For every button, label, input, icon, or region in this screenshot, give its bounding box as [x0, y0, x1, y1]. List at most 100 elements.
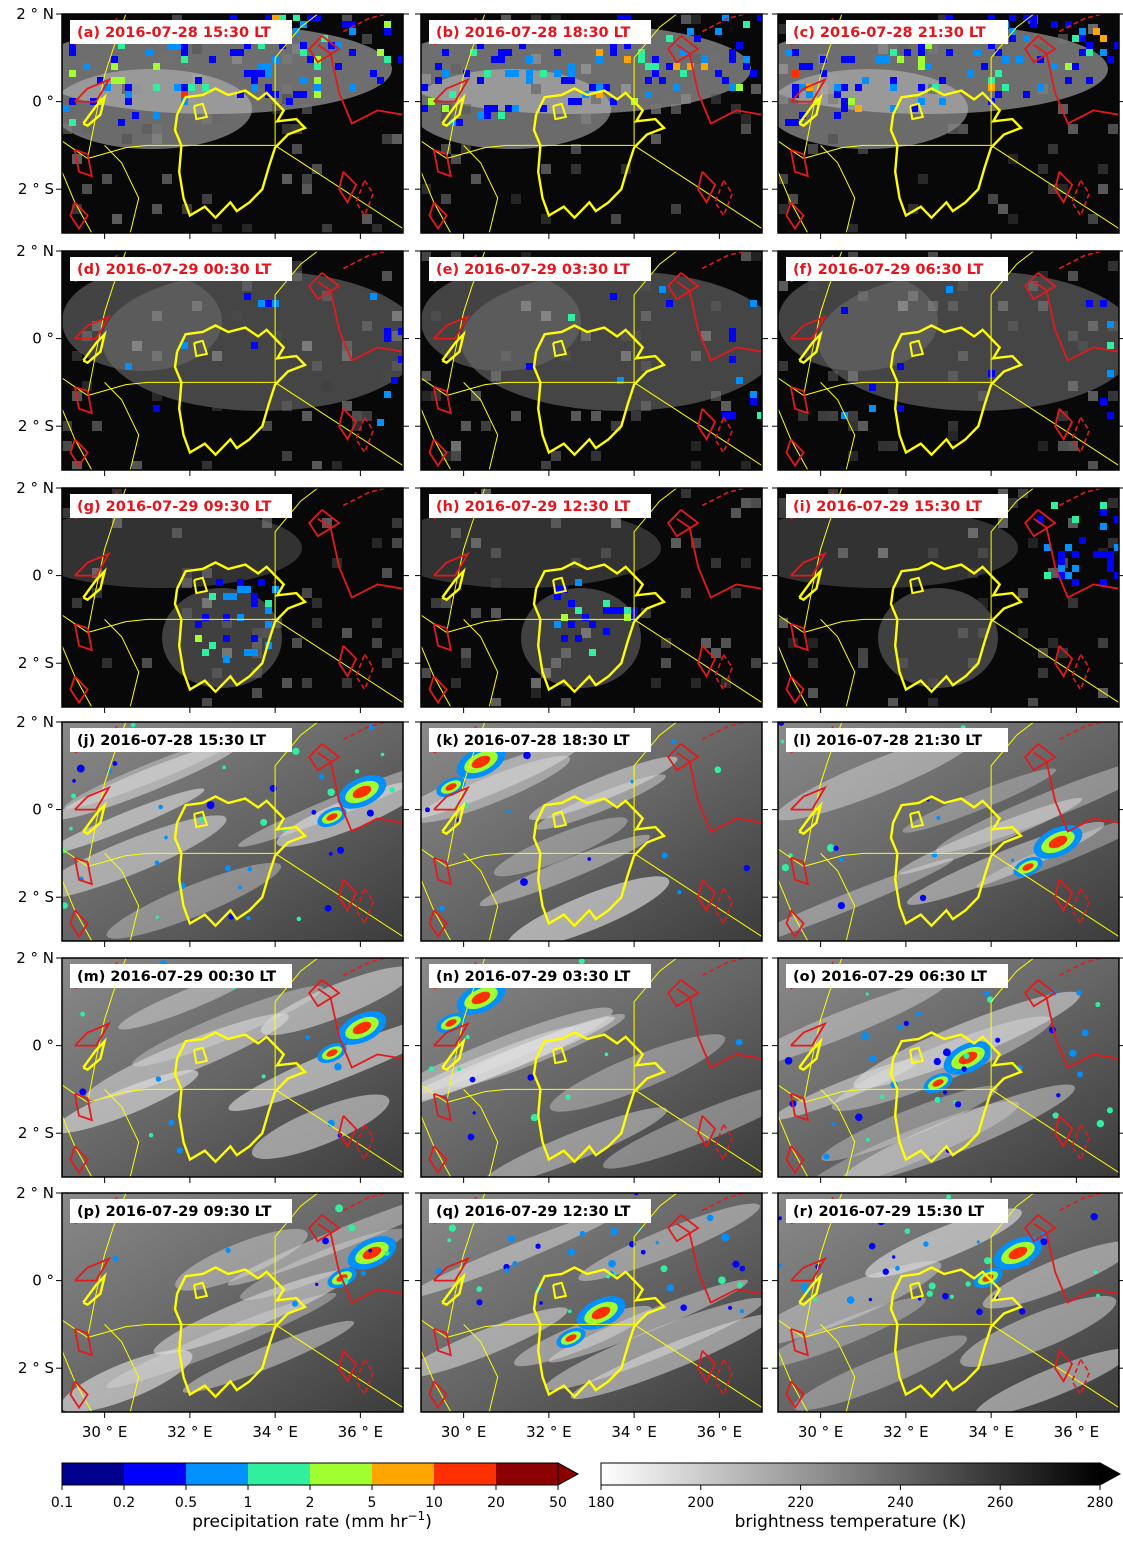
country-border — [421, 879, 452, 941]
country-border — [803, 381, 1119, 467]
cloud-field — [778, 1194, 1119, 1412]
contour-line — [433, 77, 471, 103]
panel-frame — [420, 957, 763, 1178]
contour-line — [338, 408, 358, 442]
lake-victoria-outline — [173, 324, 308, 457]
country-border — [463, 1089, 499, 1177]
panel-title: (n) 2016-07-29 03:30 LT — [429, 964, 651, 988]
country-border — [446, 618, 762, 704]
country-border — [104, 619, 140, 707]
country-border — [87, 1088, 403, 1174]
lake-victoria-outline — [173, 561, 308, 694]
contour-line — [785, 675, 805, 705]
country-border — [803, 1323, 1119, 1409]
contour-line — [697, 645, 717, 679]
contour-line — [1054, 1350, 1074, 1384]
contour-line — [432, 856, 452, 886]
panels-layer: (a) 2016-07-28 15:30 LT (b) 2016-07-28 18… — [56, 13, 1123, 1418]
bt-tick-label: 240 — [887, 1495, 914, 1511]
country-border — [803, 618, 1119, 704]
contour-line — [790, 77, 828, 103]
contour-line — [338, 879, 358, 913]
country-border — [778, 140, 804, 159]
precip-tick-label: 0.1 — [51, 1495, 73, 1511]
country-border — [778, 408, 809, 470]
panel-title: (q) 2016-07-29 12:30 LT — [429, 1199, 651, 1223]
contour-line — [676, 43, 762, 125]
lake-victoria-outline — [532, 561, 667, 694]
bt-tick-label: 280 — [1087, 1495, 1114, 1511]
contour-line — [69, 675, 89, 705]
contour-line — [789, 856, 809, 886]
contour-line — [338, 171, 358, 205]
bt-extend-arrow — [1099, 1462, 1122, 1486]
island-outline — [909, 1281, 925, 1300]
precip-extend-arrow — [557, 1462, 580, 1486]
map-panel-f: (f) 2016-07-29 06:30 LT — [772, 250, 1123, 476]
lake-victoria-outline — [532, 1031, 667, 1164]
lake-outline — [82, 93, 107, 128]
precip-color-segment — [62, 1463, 124, 1485]
country-border — [778, 377, 804, 396]
panel-title-text: (c) 2016-07-28 21:30 LT — [793, 25, 986, 41]
contour-line — [676, 751, 762, 833]
lat-tick-label: 0 ° — [32, 801, 54, 819]
contour-line — [308, 743, 341, 772]
contour-line — [69, 1145, 89, 1175]
contour-line — [1033, 1222, 1119, 1304]
contour-line — [1024, 979, 1057, 1008]
contour-line — [789, 622, 809, 652]
brightness-temperature-colorbar: 180 200 220 240 260 280 brightness temperature… — [588, 1462, 1122, 1532]
map-panel-n: (n) 2016-07-29 03:30 LT — [415, 957, 768, 1183]
panel-frame — [777, 1192, 1120, 1413]
precip-color-segment — [434, 1463, 496, 1485]
contour-line — [69, 1380, 89, 1410]
country-border — [778, 848, 804, 867]
panel-title-text: (l) 2016-07-28 21:30 LT — [793, 733, 982, 749]
map-panel-r: (r) 2016-07-29 15:30 LT — [772, 1192, 1123, 1418]
colorbars-layer: 0.1 0.2 0.5 1 2 5 10 20 50 precipitation rate (mm… — [51, 1462, 1122, 1532]
contour-line — [428, 675, 448, 705]
panel-frame — [61, 721, 404, 942]
panel-frame — [420, 13, 763, 234]
contour-line — [676, 280, 762, 362]
lake-victoria-outline — [889, 795, 1024, 928]
panel-frame — [61, 13, 404, 234]
lake-outline — [82, 567, 107, 602]
contour-line — [697, 1350, 717, 1384]
map-overlays — [421, 958, 762, 1177]
contour-line-dashed — [714, 1123, 734, 1162]
contour-line — [1033, 987, 1119, 1069]
contour-line — [790, 314, 828, 340]
contour-line-dashed — [342, 488, 387, 507]
contour-line-dashed — [1071, 1123, 1091, 1162]
map-panel-l: (l) 2016-07-28 21:30 LT — [772, 721, 1123, 947]
precip-color-segment — [124, 1463, 186, 1485]
map-panel-a: (a) 2016-07-28 15:30 LT — [56, 13, 409, 239]
country-border — [104, 853, 140, 941]
panel-title-text: (j) 2016-07-28 15:30 LT — [77, 733, 266, 749]
panel-title-text: (r) 2016-07-29 15:30 LT — [793, 1204, 984, 1220]
country-border — [820, 145, 856, 233]
lat-tick-label: 2 ° N — [16, 949, 54, 967]
panel-title: (h) 2016-07-29 12:30 LT — [429, 494, 651, 518]
precip-tick-label: 0.2 — [113, 1495, 135, 1511]
precip-tick-label: 0.5 — [175, 1495, 197, 1511]
country-border — [87, 852, 403, 938]
lake-victoria-outline — [532, 1266, 667, 1399]
contour-line-dashed — [1071, 653, 1091, 692]
cloud-field — [421, 488, 761, 707]
contour-line — [308, 272, 341, 301]
bt-tick-label: 200 — [687, 1495, 714, 1511]
contour-line — [74, 77, 112, 103]
lake-victoria-outline — [532, 87, 667, 220]
precip-color-segment — [248, 1463, 310, 1485]
country-border — [87, 144, 403, 230]
contour-line — [433, 314, 471, 340]
country-border — [820, 853, 856, 941]
contour-line — [789, 148, 809, 178]
contour-line — [432, 148, 452, 178]
contour-line — [69, 201, 89, 231]
contour-line — [74, 785, 112, 811]
precip-tick-label: 5 — [368, 1495, 377, 1511]
